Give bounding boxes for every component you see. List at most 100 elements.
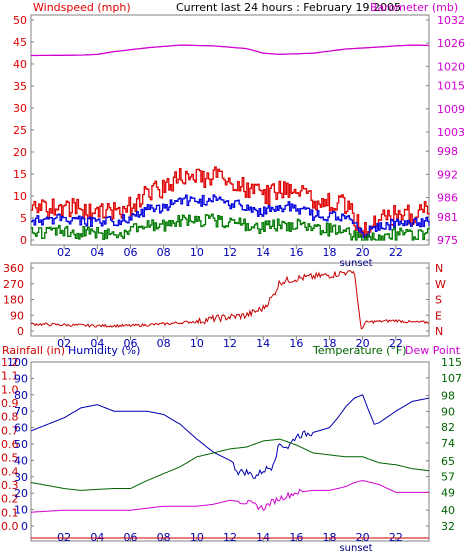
x-tick-label: 12 [223, 246, 237, 259]
x-tick-label: 02 [57, 246, 71, 259]
compass-label: N [435, 325, 443, 338]
x-tick-label: 06 [124, 246, 138, 259]
dewpoint-line [30, 480, 429, 513]
y-tick-label-left: 10 [13, 190, 27, 203]
y-tick-label-right: 986 [437, 192, 458, 205]
humidity-tick-label: 100 [7, 356, 28, 369]
humidity-tick-label: 70 [14, 405, 28, 418]
barometer-axis-label: Barometer (mb) [370, 1, 458, 14]
x-tick-label: 08 [157, 337, 171, 350]
y-tick-label-right: 1009 [437, 103, 465, 116]
rain-tick-label: 1.2 [1, 356, 19, 369]
bottom-panel-plot: 0.00.10.20.30.40.50.60.70.80.91.01.11.2 0… [1, 356, 462, 554]
y-tick-label-left: 50 [13, 14, 27, 27]
x-tick-label: 18 [323, 246, 337, 259]
y-tick-label-left: 20 [13, 146, 27, 159]
wind-direction-line [30, 270, 430, 330]
rain-tick-label: 0.8 [1, 411, 19, 424]
x-tick-label: 04 [90, 246, 104, 259]
y-tick-label-left: 90 [10, 309, 24, 322]
humidity-tick-label: 0 [21, 520, 28, 533]
y-tick-label-left: 0 [20, 234, 27, 247]
x-tick-label: 20 [356, 337, 370, 350]
sunset-annotation: sunset [339, 258, 372, 269]
x-tick-label: 16 [289, 246, 303, 259]
y-tick-label-left: 270 [3, 278, 24, 291]
x-tick-label: 12 [223, 337, 237, 350]
temperature-tick-label: 57 [441, 471, 455, 484]
windspeed-avg-line [31, 194, 430, 239]
compass-label: N [435, 262, 443, 275]
x-tick-label: 10 [190, 246, 204, 259]
compass-label: E [435, 309, 442, 322]
humidity-tick-label: 90 [14, 372, 28, 385]
rain-tick-label: 0.5 [1, 452, 19, 465]
y-tick-label-right: 975 [437, 234, 458, 247]
compass-label: S [435, 294, 442, 307]
x-tick-label: 20 [356, 246, 370, 259]
y-tick-label-left: 25 [13, 124, 27, 137]
x-tick-label: 10 [190, 337, 204, 350]
temperature-tick-label: 32 [441, 520, 455, 533]
temperature-line [30, 438, 430, 491]
humidity-tick-label: 60 [14, 422, 28, 435]
compass-label: W [435, 278, 446, 291]
rain-tick-label: 0.2 [1, 493, 19, 506]
temperature-tick-label: 74 [441, 437, 455, 450]
y-tick-label-left: 35 [13, 80, 27, 93]
y-tick-label-left: 30 [13, 102, 27, 115]
rain-tick-label: 0.6 [1, 438, 19, 451]
y-tick-label-left: 15 [13, 168, 27, 181]
y-tick-label-right: 998 [437, 145, 458, 158]
windspeed-min-line [31, 213, 430, 241]
humidity-tick-label: 30 [14, 471, 28, 484]
x-tick-label: 14 [256, 337, 270, 350]
rain-tick-label: 0.4 [1, 465, 19, 478]
y-tick-label-right: 981 [437, 211, 458, 224]
y-tick-label-left: 40 [13, 58, 27, 71]
x-tick-label: 08 [157, 246, 171, 259]
temperature-tick-label: 40 [441, 504, 455, 517]
temperature-tick-label: 49 [441, 486, 455, 499]
windspeed-axis-label: Windspeed (mph) [33, 1, 131, 14]
rain-tick-label: 0.9 [1, 397, 19, 410]
rain-tick-label: 1.0 [1, 383, 19, 396]
temperature-tick-label: 98 [441, 390, 455, 403]
humidity-tick-label: 40 [14, 454, 28, 467]
x-tick-label: 06 [124, 337, 138, 350]
x-tick-label: 02 [57, 337, 71, 350]
bottom-panel-frame [30, 361, 430, 542]
temperature-axis-label: Temperature (°F) [312, 344, 407, 357]
rain-tick-label: 1.1 [1, 370, 19, 383]
x-tick-label: 18 [323, 337, 337, 350]
y-tick-label-left: 45 [13, 36, 27, 49]
x-tick-label: 22 [389, 246, 403, 259]
y-tick-label-left: 5 [20, 212, 27, 225]
x-tick-label: 14 [256, 246, 270, 259]
temperature-tick-label: 65 [441, 455, 455, 468]
y-tick-label-left: 0 [17, 325, 24, 338]
temperature-tick-label: 90 [441, 405, 455, 418]
y-tick-label-right: 1003 [437, 126, 465, 139]
barometer-line [31, 44, 430, 57]
temperature-tick-label: 107 [441, 372, 462, 385]
chart-title: Current last 24 hours : February 19 2005 [176, 1, 401, 14]
y-tick-label-right: 1020 [437, 60, 465, 73]
rain-tick-label: 0.7 [1, 424, 19, 437]
y-tick-label-right: 1032 [437, 14, 465, 27]
rain-tick-label: 0.1 [1, 506, 19, 519]
y-tick-label-right: 1026 [437, 37, 465, 50]
humidity-tick-label: 80 [14, 389, 28, 402]
y-tick-label-left: 360 [3, 262, 24, 275]
humidity-line [30, 394, 430, 479]
sunset-annotation: sunset [339, 543, 372, 554]
rain-tick-label: 0.3 [1, 479, 19, 492]
humidity-axis-label: Humidity (%) [68, 344, 140, 357]
dewpoint-axis-label: Dew Point [405, 344, 461, 357]
x-tick-label: 04 [90, 337, 104, 350]
temperature-tick-label: 82 [441, 421, 455, 434]
y-tick-label-right: 992 [437, 168, 458, 181]
temperature-tick-label: 115 [441, 356, 462, 369]
